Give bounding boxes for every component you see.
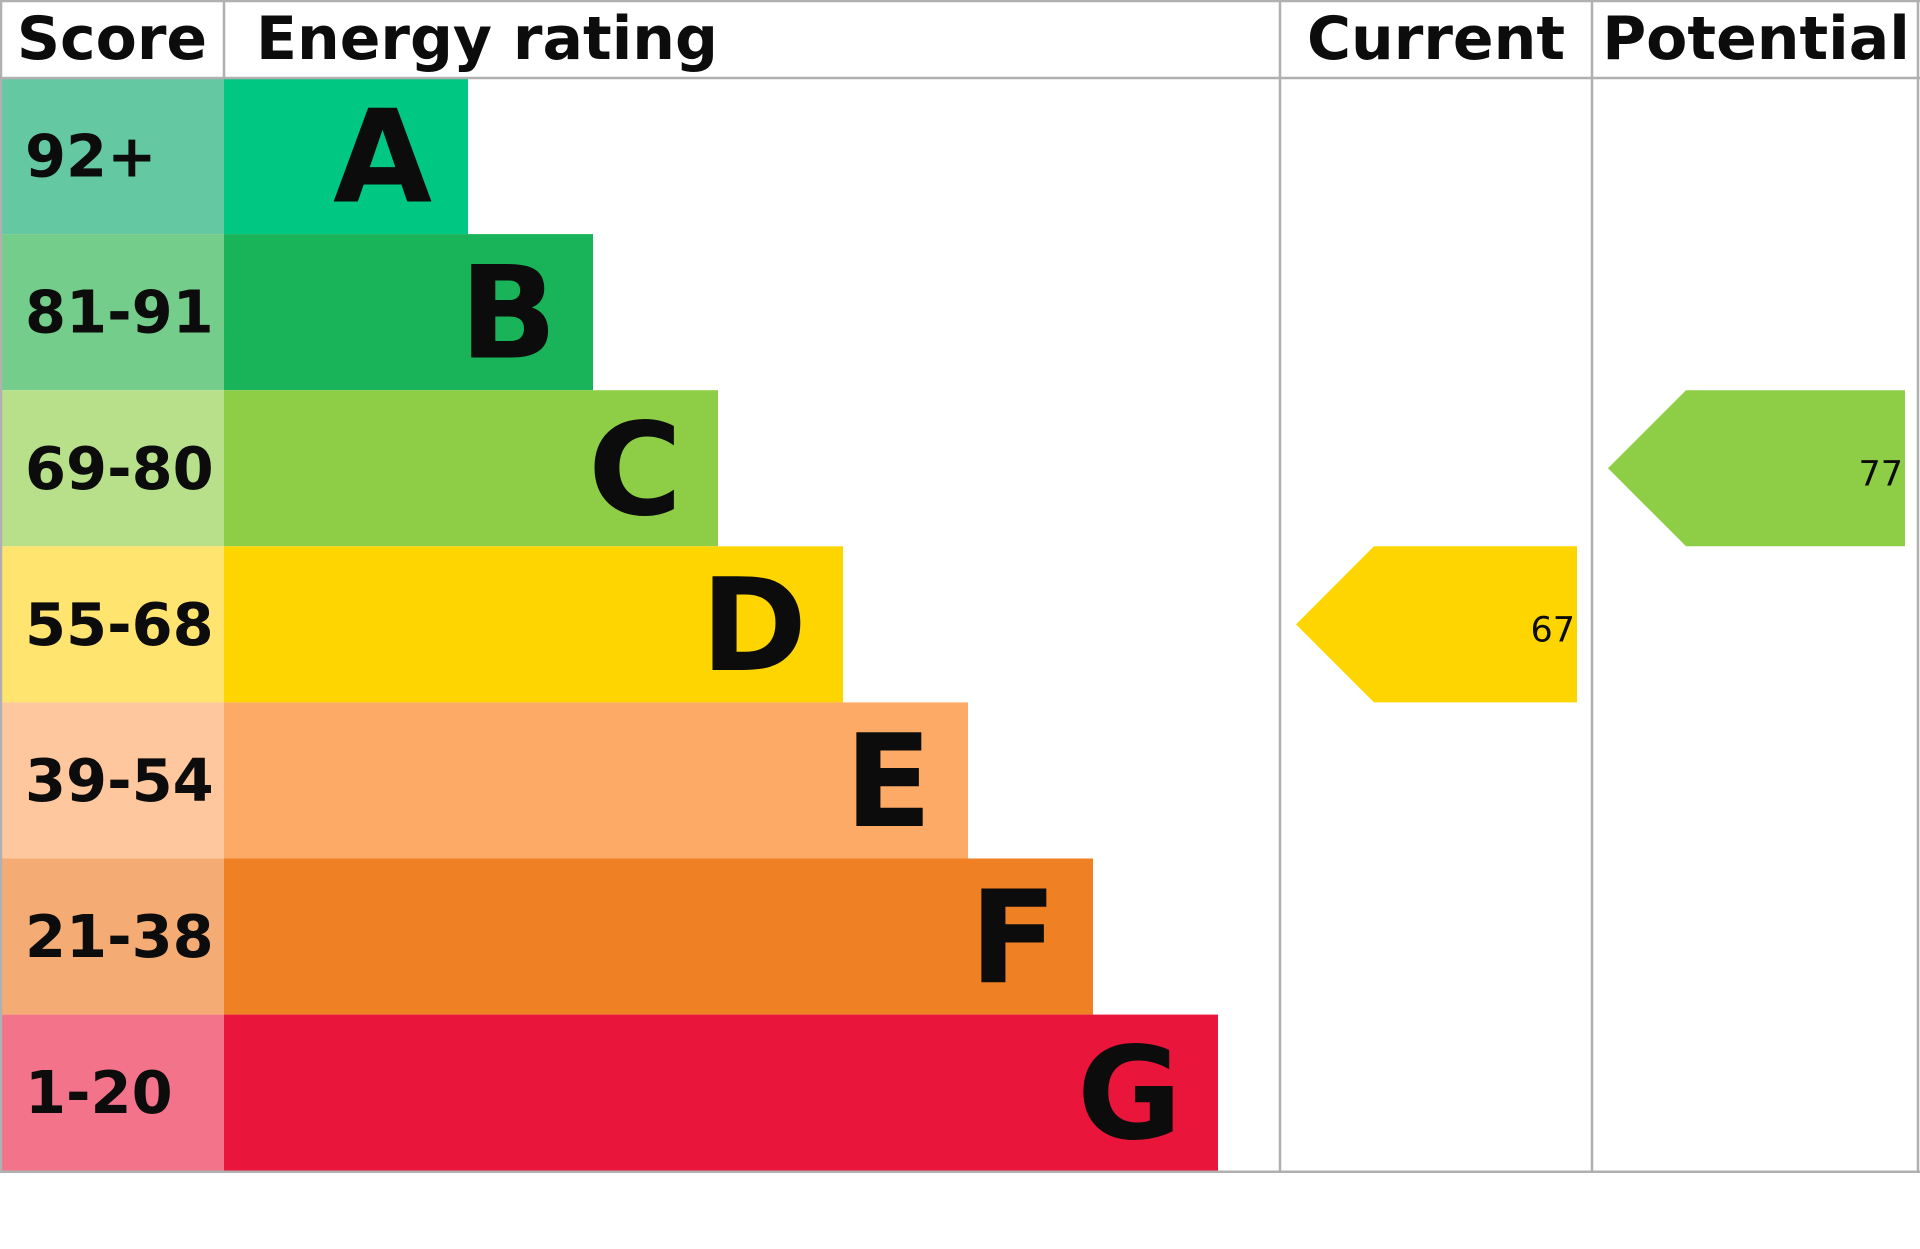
band-letter: C [588, 396, 682, 545]
band-letter: F [970, 864, 1057, 1013]
column-header: Score [17, 4, 207, 74]
score-cell [0, 78, 224, 235]
score-label: 21-38 [25, 902, 214, 971]
band-letter: A [333, 84, 432, 233]
band-letter: G [1077, 1020, 1182, 1169]
potential-value: 77 [1858, 454, 1903, 494]
score-cell [0, 234, 224, 391]
score-label: 1-20 [25, 1058, 173, 1127]
score-cell [0, 858, 224, 1015]
score-label: 55-68 [25, 590, 214, 659]
score-cell [0, 1014, 224, 1171]
score-cell [0, 546, 224, 703]
score-label: 92+ [25, 122, 157, 191]
rating-bar [224, 234, 593, 391]
band-letter: D [701, 552, 807, 701]
rating-bar [224, 546, 843, 703]
current-value: 67 [1530, 610, 1575, 650]
potential-arrow [1608, 390, 1905, 547]
score-label: 39-54 [25, 746, 214, 815]
rating-bar [224, 702, 968, 859]
band-letter: E [845, 708, 932, 857]
band-letter: B [459, 240, 557, 389]
rating-bar [224, 390, 718, 547]
column-header: Energy rating [256, 4, 718, 74]
rating-bar [224, 78, 468, 235]
column-header: Current [1307, 4, 1565, 74]
column-header: Potential [1602, 4, 1910, 74]
score-cell [0, 390, 224, 547]
rating-bar [224, 1014, 1218, 1171]
rating-bar [224, 858, 1093, 1015]
score-label: 81-91 [25, 278, 214, 347]
score-label: 69-80 [25, 434, 214, 503]
score-cell [0, 702, 224, 859]
current-arrow [1296, 546, 1577, 703]
